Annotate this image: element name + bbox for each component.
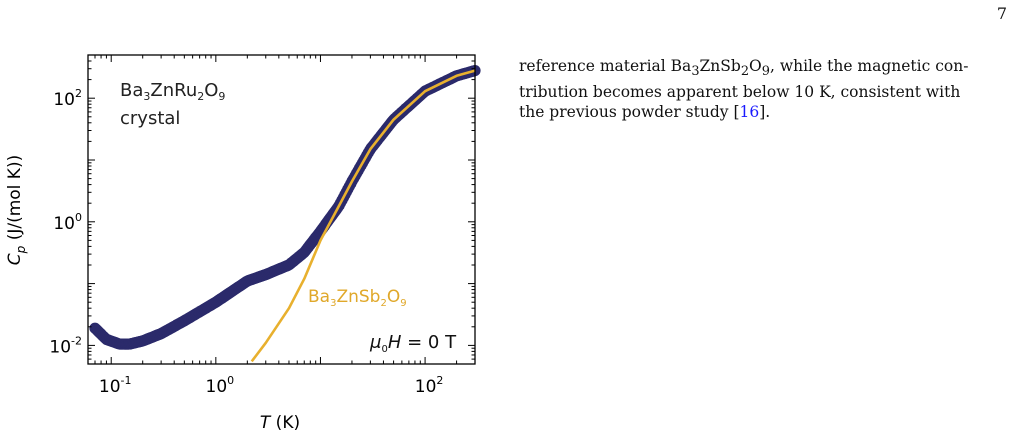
field-label: μ0H = 0 T [369, 332, 457, 355]
body-text: reference material Ba3ZnSb2O9, while the… [519, 56, 1009, 122]
body-line-3: the previous powder study [16]. [519, 103, 771, 122]
body-line-1: reference material Ba3ZnSb2O9, while the… [519, 57, 969, 80]
x-tick-label: 10-1 [99, 374, 132, 397]
x-tick-label: 102 [415, 374, 444, 397]
series-ba3znsb2o9 [250, 69, 476, 363]
y-tick-label: 10-2 [49, 334, 82, 357]
sample-label: Ba3ZnRu2O9 [120, 80, 225, 103]
heat-capacity-figure: 10-1 100 102 10-2 100 102 Cp (J/(mol K)) T (K… [0, 0, 490, 438]
body-line-2: tribution becomes apparent below 10 K, c… [519, 83, 961, 102]
y-axis-label: Cp (J/(mol K)) [5, 155, 28, 265]
x-axis-label: T (K) [260, 413, 300, 433]
page-number: 7 [996, 4, 1007, 23]
reference-curve [250, 69, 476, 363]
sample-label-crystal: crystal [120, 108, 180, 129]
y-tick-label: 102 [53, 87, 82, 110]
formula-ba3znsb2o9: Ba3ZnSb2O9 [670, 57, 770, 80]
x-tick-label: 100 [206, 374, 235, 397]
heat-capacity-chart: 10-1 100 102 10-2 100 102 Cp (J/(mol K)) T (K… [5, 54, 481, 433]
y-tick-label: 100 [53, 211, 82, 234]
citation-link[interactable]: 16 [739, 103, 760, 122]
reference-label: Ba3ZnSb2O9 [308, 287, 407, 309]
plot-frame [87, 54, 476, 365]
